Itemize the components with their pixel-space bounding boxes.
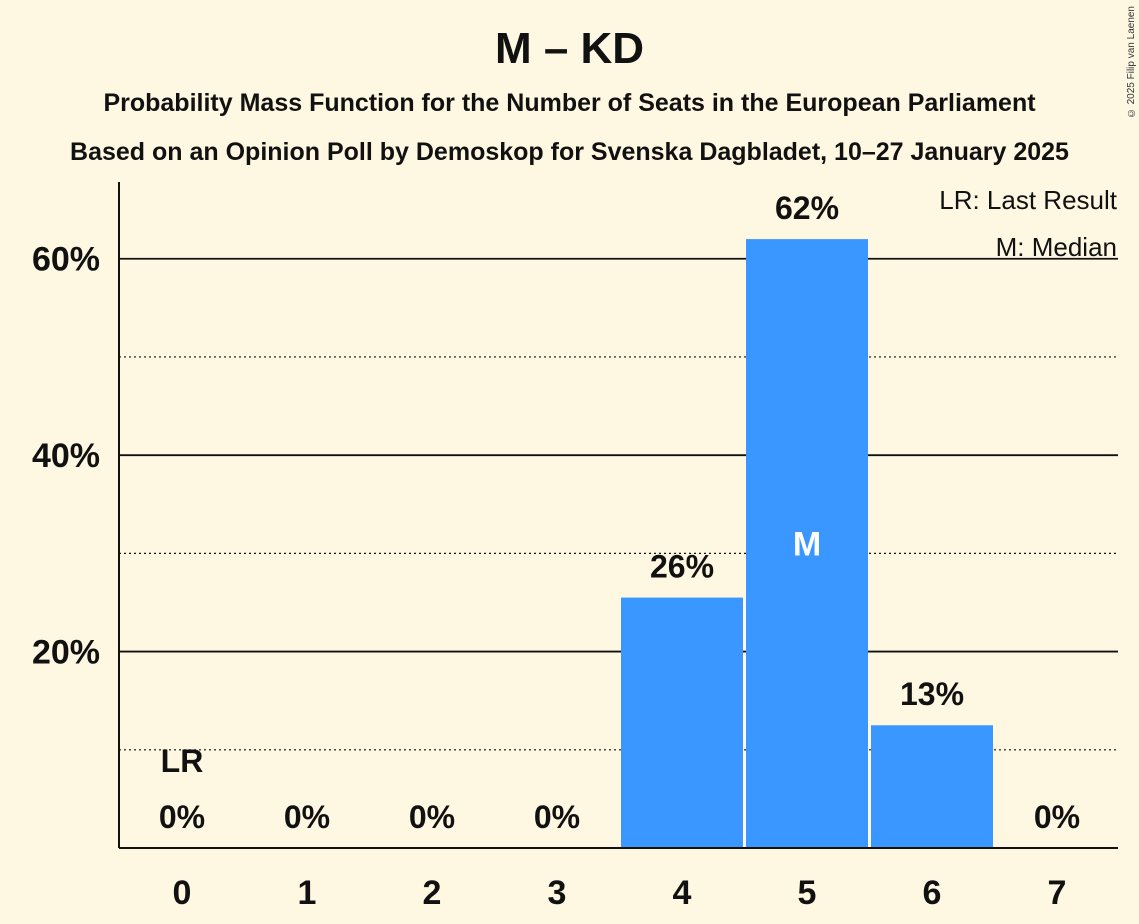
x-tick-label: 6 xyxy=(923,874,942,912)
bar-seats-6 xyxy=(871,725,993,848)
x-tick-label: 7 xyxy=(1048,874,1067,912)
x-tick-label: 1 xyxy=(298,874,317,912)
bar-seats-5 xyxy=(746,239,868,848)
x-tick-label: 3 xyxy=(548,874,567,912)
bar-value-label: 0% xyxy=(534,799,580,835)
bar-value-label: 13% xyxy=(900,676,964,712)
x-tick-label: 5 xyxy=(798,874,817,912)
y-tick-label: 40% xyxy=(32,437,100,475)
legend-median: M: Median xyxy=(996,232,1117,262)
median-marker: M xyxy=(793,526,821,564)
bar-value-label: 26% xyxy=(650,549,714,585)
bar-value-label: 0% xyxy=(159,799,205,835)
x-tick-label: 4 xyxy=(673,874,692,912)
legend-last-result: LR: Last Result xyxy=(939,185,1118,215)
bar-value-label: 62% xyxy=(775,190,839,226)
chart-subtitle: Probability Mass Function for the Number… xyxy=(103,89,1036,117)
x-tick-label: 2 xyxy=(423,874,442,912)
chart-title: M – KD xyxy=(494,24,645,73)
x-tick-label: 0 xyxy=(173,874,192,912)
y-tick-label: 20% xyxy=(32,634,100,672)
chart-subtitle-source: Based on an Opinion Poll by Demoskop for… xyxy=(70,138,1069,166)
bar-value-label: 0% xyxy=(1034,799,1080,835)
bar-value-label: 0% xyxy=(284,799,330,835)
last-result-marker: LR xyxy=(161,743,204,779)
y-tick-label: 60% xyxy=(32,241,100,279)
bar-seats-4 xyxy=(621,597,743,848)
bar-value-label: 0% xyxy=(409,799,455,835)
